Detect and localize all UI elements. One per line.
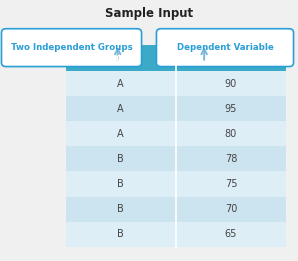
Text: 78: 78 — [225, 154, 237, 164]
Text: B: B — [117, 229, 124, 239]
FancyBboxPatch shape — [66, 71, 286, 96]
Text: 75: 75 — [225, 179, 237, 189]
FancyBboxPatch shape — [1, 29, 142, 67]
Text: Group: Group — [104, 53, 137, 63]
Text: 70: 70 — [225, 204, 237, 214]
FancyBboxPatch shape — [66, 121, 286, 146]
Text: B: B — [117, 204, 124, 214]
Text: A: A — [117, 129, 124, 139]
FancyBboxPatch shape — [66, 45, 286, 71]
FancyBboxPatch shape — [66, 222, 286, 247]
FancyBboxPatch shape — [66, 197, 286, 222]
Text: B: B — [117, 179, 124, 189]
Text: A: A — [117, 79, 124, 89]
Text: Value: Value — [216, 53, 246, 63]
Text: 65: 65 — [225, 229, 237, 239]
Text: 95: 95 — [225, 104, 237, 114]
Text: A: A — [117, 104, 124, 114]
Text: Sample Input: Sample Input — [105, 7, 193, 20]
FancyBboxPatch shape — [66, 171, 286, 197]
Text: 80: 80 — [225, 129, 237, 139]
FancyBboxPatch shape — [66, 146, 286, 171]
Text: 90: 90 — [225, 79, 237, 89]
Text: B: B — [117, 154, 124, 164]
FancyBboxPatch shape — [66, 96, 286, 121]
Text: Dependent Variable: Dependent Variable — [177, 43, 273, 52]
Text: Two Independent Groups: Two Independent Groups — [11, 43, 132, 52]
FancyBboxPatch shape — [156, 29, 294, 67]
